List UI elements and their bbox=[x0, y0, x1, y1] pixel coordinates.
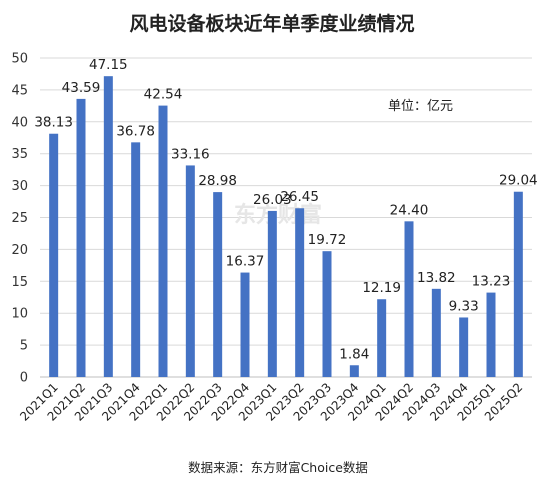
bar bbox=[49, 133, 59, 377]
bar bbox=[377, 299, 387, 377]
data-label: 16.37 bbox=[226, 254, 265, 270]
bar bbox=[240, 272, 250, 377]
x-axis-ticks: 2021Q12021Q22021Q32021Q42022Q12022Q22022… bbox=[17, 380, 525, 424]
data-label: 33.16 bbox=[171, 146, 210, 162]
y-tick-label: 30 bbox=[11, 179, 28, 194]
unit-label: 单位：亿元 bbox=[388, 99, 453, 114]
bar bbox=[103, 76, 113, 378]
bar bbox=[349, 365, 359, 377]
data-label: 26.45 bbox=[280, 189, 319, 205]
y-tick-label: 45 bbox=[11, 83, 28, 98]
data-label: 13.82 bbox=[417, 270, 456, 286]
bar bbox=[404, 221, 414, 377]
y-tick-label: 15 bbox=[11, 275, 28, 290]
data-label: 13.23 bbox=[472, 274, 511, 290]
y-tick-label: 25 bbox=[11, 211, 28, 226]
data-label: 9.33 bbox=[449, 298, 479, 314]
bar bbox=[295, 208, 305, 377]
y-axis-ticks: 0 5 10 15 20 25 30 35 40 45 50 bbox=[11, 52, 28, 386]
bar bbox=[131, 142, 141, 377]
data-label: 24.40 bbox=[390, 202, 429, 218]
watermark-text: 东方财富 bbox=[234, 202, 322, 228]
data-label: 38.13 bbox=[34, 115, 73, 131]
bar bbox=[486, 292, 496, 377]
y-tick-label: 50 bbox=[11, 52, 28, 67]
y-tick-label: 20 bbox=[11, 243, 28, 258]
data-label: 1.84 bbox=[339, 346, 369, 362]
bar bbox=[76, 98, 86, 377]
data-label: 28.98 bbox=[198, 173, 237, 189]
bars bbox=[49, 76, 523, 378]
gridlines bbox=[40, 57, 532, 378]
bar bbox=[513, 191, 523, 377]
data-label: 29.04 bbox=[499, 173, 538, 189]
data-label: 19.72 bbox=[308, 232, 347, 248]
data-label: 12.19 bbox=[362, 280, 401, 296]
data-label: 47.15 bbox=[89, 57, 128, 73]
data-label: 26.03 bbox=[253, 192, 292, 208]
y-tick-label: 10 bbox=[11, 307, 28, 322]
data-labels: 38.13 43.59 47.15 36.78 42.54 33.16 28.98 16.37… bbox=[34, 57, 537, 362]
watermark: 东方财富 bbox=[234, 202, 322, 228]
y-tick-label: 0 bbox=[20, 371, 28, 386]
y-tick-label: 40 bbox=[11, 115, 28, 130]
bar bbox=[158, 105, 168, 378]
bar bbox=[459, 317, 469, 377]
bar bbox=[213, 192, 223, 377]
bar bbox=[322, 251, 332, 377]
chart-title: 风电设备板块近年单季度业绩情况 bbox=[129, 12, 414, 35]
source-note: 数据来源：东方财富Choice数据 bbox=[188, 460, 368, 475]
data-label: 42.54 bbox=[144, 87, 183, 103]
y-tick-label: 35 bbox=[11, 147, 28, 162]
bar bbox=[431, 288, 441, 377]
y-tick-label: 5 bbox=[20, 339, 28, 354]
data-label: 36.78 bbox=[116, 123, 155, 139]
bar bbox=[185, 165, 195, 377]
data-label: 43.59 bbox=[62, 80, 101, 96]
bar bbox=[267, 210, 277, 377]
